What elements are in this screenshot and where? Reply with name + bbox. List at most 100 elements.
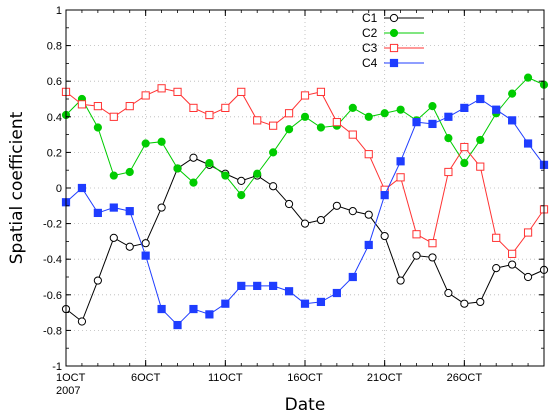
data-point-c1 bbox=[189, 153, 198, 162]
series-line-c4 bbox=[65, 98, 545, 326]
data-point-c3 bbox=[460, 142, 469, 152]
data-point-c3 bbox=[428, 239, 437, 248]
series-c1 bbox=[61, 153, 549, 326]
data-point-c4 bbox=[77, 183, 87, 193]
data-point-c2 bbox=[460, 158, 469, 168]
data-point-c3 bbox=[253, 116, 262, 125]
legend-label: C1 bbox=[362, 11, 378, 25]
data-point-c4 bbox=[316, 297, 326, 307]
data-point-c3 bbox=[396, 173, 405, 182]
legend-label: C4 bbox=[362, 56, 378, 70]
y-tick-label: 0.6 bbox=[47, 76, 62, 88]
grid bbox=[66, 10, 544, 366]
data-point-c4 bbox=[412, 118, 421, 127]
data-point-c4 bbox=[253, 281, 262, 290]
data-point-c2 bbox=[269, 148, 278, 157]
data-point-c4 bbox=[141, 251, 150, 260]
series-c3 bbox=[61, 84, 549, 258]
data-point-c4 bbox=[157, 304, 166, 314]
data-point-c4 bbox=[205, 310, 214, 319]
y-tick-label: 1 bbox=[56, 5, 62, 17]
y-tick-label: -0.6 bbox=[43, 290, 62, 302]
data-point-c3 bbox=[492, 233, 501, 242]
data-point-c3 bbox=[269, 121, 278, 130]
data-point-c1 bbox=[444, 288, 453, 298]
series-c4 bbox=[61, 94, 549, 330]
data-point-c1 bbox=[93, 276, 102, 285]
data-point-c3 bbox=[316, 87, 326, 96]
legend-entry-c1: C1 bbox=[362, 11, 424, 25]
x-year-label: 2007 bbox=[56, 385, 80, 397]
legend-entry-c4: C4 bbox=[362, 56, 424, 70]
data-point-c4 bbox=[173, 320, 182, 330]
data-point-c2 bbox=[348, 103, 357, 113]
y-tick-label: -0.4 bbox=[43, 254, 62, 266]
data-point-c1 bbox=[380, 231, 389, 241]
data-point-c3 bbox=[205, 110, 214, 120]
data-point-c2 bbox=[444, 134, 453, 143]
data-point-c2 bbox=[93, 123, 102, 132]
data-point-c2 bbox=[189, 178, 198, 187]
data-point-c2 bbox=[428, 102, 437, 111]
legend-marker bbox=[389, 28, 399, 38]
legend-marker bbox=[389, 58, 399, 68]
data-point-c4 bbox=[125, 207, 134, 216]
data-point-c1 bbox=[508, 260, 517, 269]
legend-marker bbox=[389, 43, 399, 53]
x-tick-label: 16OCT bbox=[287, 372, 323, 384]
data-point-c1 bbox=[269, 182, 278, 191]
y-tick-label: 0.8 bbox=[47, 41, 62, 53]
data-point-c4 bbox=[300, 299, 310, 308]
data-point-c4 bbox=[523, 139, 533, 148]
data-point-c3 bbox=[173, 87, 182, 96]
data-point-c3 bbox=[284, 109, 294, 118]
data-point-c3 bbox=[189, 103, 198, 113]
data-point-c3 bbox=[77, 100, 87, 109]
x-axis-label: Date bbox=[285, 395, 326, 415]
data-point-c2 bbox=[300, 112, 310, 121]
data-point-c4 bbox=[189, 304, 198, 314]
data-point-c3 bbox=[125, 102, 134, 111]
data-point-c4 bbox=[428, 119, 437, 129]
data-point-c4 bbox=[364, 240, 373, 250]
data-point-c4 bbox=[93, 208, 102, 218]
data-point-c1 bbox=[428, 253, 437, 262]
data-point-c4 bbox=[396, 157, 405, 166]
x-tick-label: 6OCT bbox=[131, 372, 161, 384]
data-point-c3 bbox=[508, 249, 517, 258]
y-tick-label: 0 bbox=[56, 183, 62, 195]
data-point-c1 bbox=[141, 239, 150, 248]
data-point-c3 bbox=[300, 91, 310, 100]
y-tick-label: 0.2 bbox=[47, 147, 62, 159]
data-point-c2 bbox=[237, 191, 246, 200]
data-point-c1 bbox=[157, 203, 166, 212]
data-point-c1 bbox=[300, 219, 310, 228]
data-point-c2 bbox=[523, 73, 533, 82]
y-axis-label: Spatial coefficient bbox=[7, 111, 27, 264]
data-point-c2 bbox=[364, 112, 373, 121]
data-point-c4 bbox=[237, 281, 246, 290]
x-tick-label: 26OCT bbox=[447, 372, 483, 384]
data-point-c4 bbox=[460, 103, 469, 113]
data-point-c3 bbox=[412, 230, 421, 239]
data-point-c3 bbox=[364, 150, 373, 159]
data-point-c3 bbox=[93, 102, 102, 111]
legend-entry-c3: C3 bbox=[362, 41, 424, 55]
data-point-c1 bbox=[237, 176, 246, 185]
data-point-c2 bbox=[396, 105, 405, 114]
data-point-c1 bbox=[125, 242, 134, 251]
legend-label: C3 bbox=[362, 41, 378, 55]
data-point-c4 bbox=[508, 116, 517, 125]
data-point-c3 bbox=[348, 130, 357, 139]
data-point-c3 bbox=[237, 87, 246, 96]
data-point-c2 bbox=[476, 135, 485, 145]
data-point-c1 bbox=[364, 210, 373, 219]
data-point-c4 bbox=[269, 281, 278, 290]
data-point-c2 bbox=[173, 164, 182, 173]
data-point-c3 bbox=[157, 84, 166, 93]
data-point-c1 bbox=[492, 264, 501, 273]
data-point-c2 bbox=[109, 171, 118, 180]
data-point-c1 bbox=[316, 215, 326, 225]
